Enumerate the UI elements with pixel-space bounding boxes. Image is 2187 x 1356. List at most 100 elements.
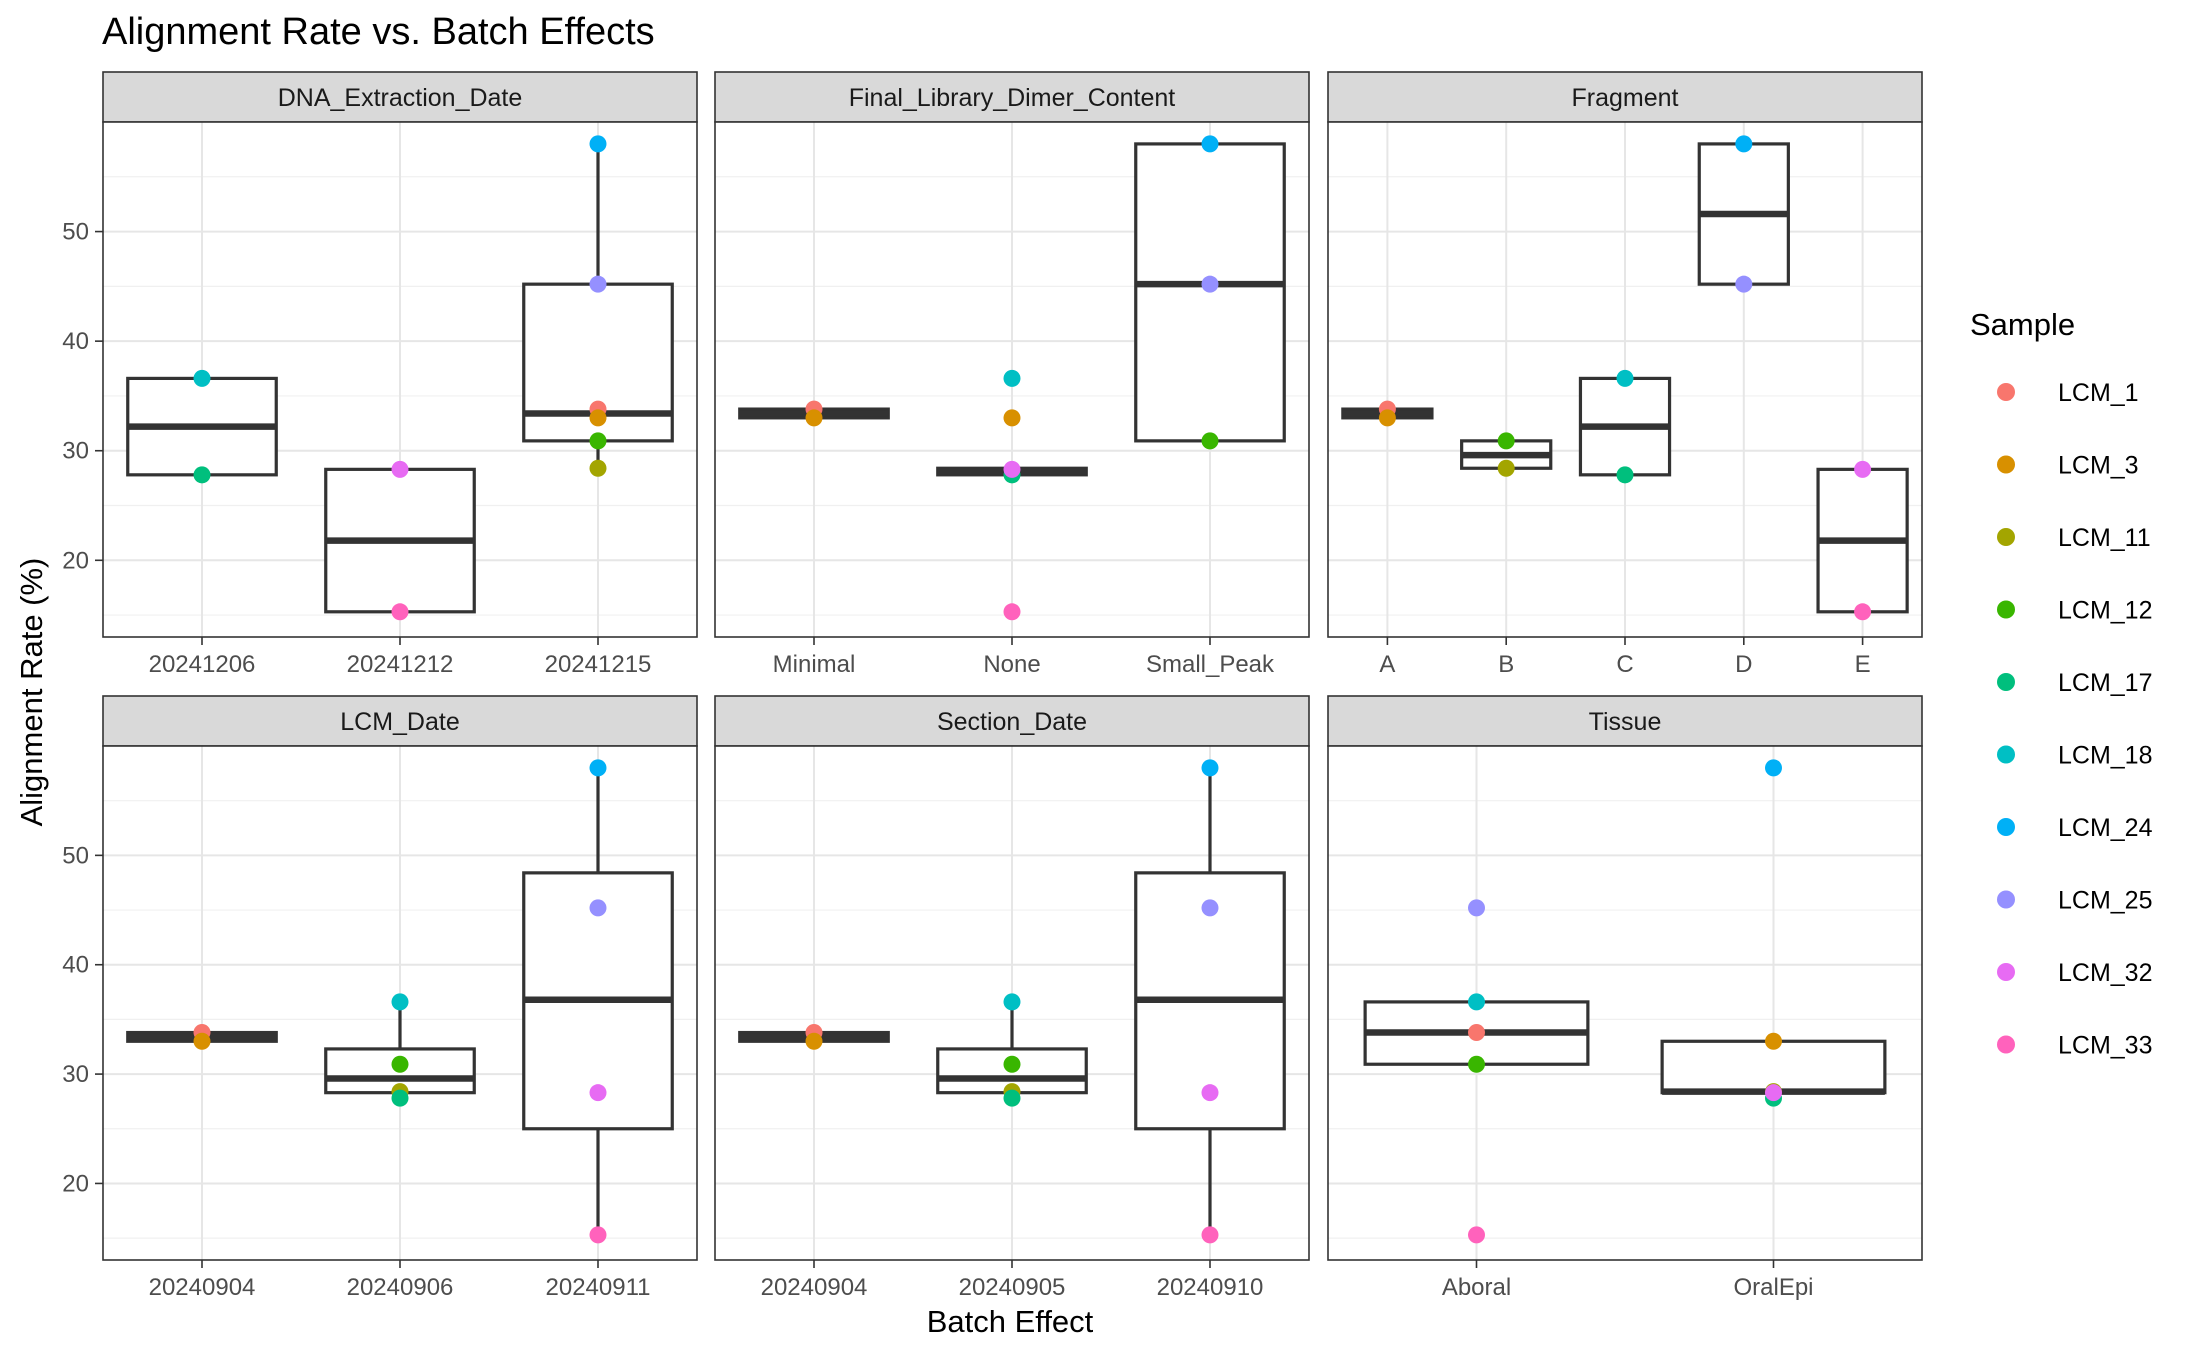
facet-strip-label: LCM_Date [340,708,460,736]
box-group [1578,376,1672,477]
legend-item: LCM_25 [1997,887,2153,915]
legend-label: LCM_17 [2058,669,2153,697]
y-tick-label: 20 [62,547,89,574]
legend-item: LCM_3 [1997,452,2139,480]
legend-item: LCM_1 [1997,379,2139,407]
x-tick-label: Minimal [773,651,856,678]
legend-title: Sample [1970,307,2075,342]
data-point [1468,1024,1485,1042]
facet-panel: Tissue Aboral OralEpi [1327,695,1923,1301]
legend-swatch [1997,600,2015,619]
data-point [1003,603,1021,621]
legend-swatch [1997,1035,2015,1054]
data-point [589,409,607,427]
legend-item: LCM_32 [1997,959,2153,987]
data-point [1735,275,1753,293]
data-point [1003,369,1021,387]
x-tick-label: E [1855,651,1871,678]
legend-swatch [1997,455,2015,474]
legend-label: LCM_3 [2058,452,2139,480]
facet-strip [102,71,698,123]
y-tick-label: 30 [62,1061,89,1088]
x-tick-label: 20241215 [545,651,652,678]
x-axis-title: Batch Effect [927,1304,1094,1339]
data-point [1765,1032,1782,1050]
facet-panel: DNA_Extraction_Date 20241206 20241212 20241… [62,71,698,678]
legend-swatch [1997,528,2015,546]
legend-label: LCM_33 [2058,1032,2153,1060]
legend-item: LCM_12 [1997,597,2153,625]
x-tick-label: 20240904 [761,1274,868,1301]
data-point [193,369,211,387]
y-tick-label: 20 [62,1170,89,1197]
data-point [589,1226,607,1244]
data-point [1201,432,1219,450]
y-tick-label: 40 [62,328,89,355]
data-point [1497,459,1515,477]
facet-strip-label: DNA_Extraction_Date [278,84,523,112]
data-point [1468,1226,1485,1244]
x-tick-label: Aboral [1442,1274,1511,1301]
data-point [589,135,607,153]
legend-label: LCM_25 [2058,887,2153,915]
legend-swatch [1997,963,2015,981]
data-point [1497,432,1515,450]
y-axis-title: Alignment Rate (%) [14,558,49,827]
legend-item: LCM_33 [1997,1032,2153,1060]
legend-swatch [1997,745,2015,764]
data-point [1003,1055,1021,1073]
legend-item: LCM_17 [1997,669,2153,697]
data-point [589,459,607,477]
data-point [1003,993,1021,1011]
data-point [391,1089,409,1107]
y-tick-label: 50 [62,842,89,869]
data-point [1201,899,1219,917]
data-point [1201,1084,1219,1102]
legend-swatch [1997,818,2015,836]
legend-label: LCM_32 [2058,959,2153,987]
legend-swatch [1997,890,2015,909]
facet-strip [102,695,698,747]
legend-label: LCM_11 [2058,524,2151,552]
data-point [1468,899,1485,917]
facet-panel: Fragment A B C D E [1327,71,1923,678]
data-point [391,1055,409,1073]
data-point [805,1032,823,1050]
facet-panel: Section_Date 20240904 20240905 20240910 [714,695,1310,1301]
box-group [1697,142,1790,286]
data-point [1003,460,1021,478]
legend-label: LCM_18 [2058,742,2153,770]
data-point [1616,466,1634,484]
chart-title: Alignment Rate vs. Batch Effects [102,11,655,53]
facet-strip-label: Final_Library_Dimer_Content [849,84,1176,112]
data-point [589,275,607,293]
y-tick-label: 40 [62,952,89,979]
data-point [1003,409,1021,427]
x-tick-label: 20240904 [149,1274,256,1301]
data-point [589,759,607,777]
legend-item: LCM_18 [1997,742,2153,770]
data-point [391,460,409,478]
legend-swatch [1997,383,2015,401]
data-point [1468,993,1485,1011]
data-point [1201,135,1219,153]
x-tick-label: B [1498,651,1514,678]
data-point [1201,759,1219,777]
legend-label: LCM_12 [2058,597,2153,625]
facet-panel: Final_Library_Dimer_Content Minimal None Sm… [714,71,1310,678]
x-tick-label: A [1379,651,1395,678]
x-tick-label: 20241206 [149,651,256,678]
x-tick-label: 20241212 [347,651,454,678]
data-point [1765,759,1782,777]
y-tick-label: 50 [62,219,89,246]
x-tick-label: OralEpi [1733,1274,1813,1301]
x-tick-label: C [1616,651,1633,678]
box-group [324,467,476,614]
x-tick-label: D [1735,651,1752,678]
data-point [589,432,607,450]
data-point [391,993,409,1011]
data-point [1765,1084,1782,1102]
data-point [1378,409,1396,427]
x-tick-label: Small_Peak [1146,651,1275,678]
